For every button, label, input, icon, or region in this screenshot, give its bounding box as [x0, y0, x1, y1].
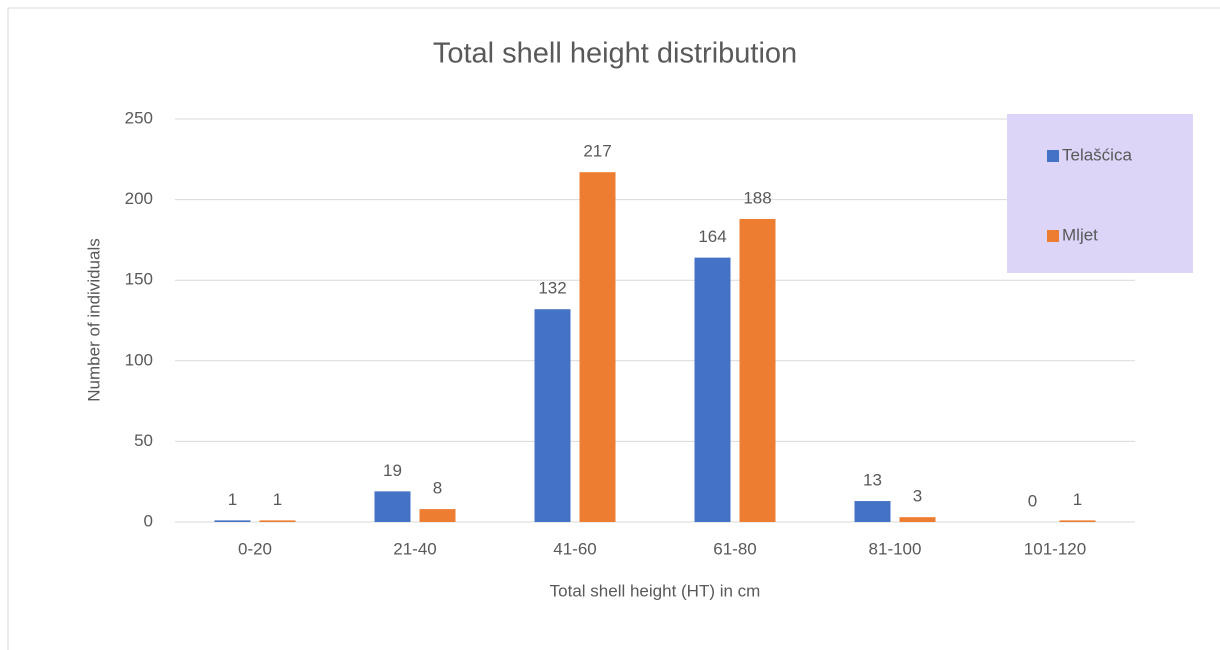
y-axis-title: Number of individuals: [84, 238, 103, 401]
data-label: 1: [1073, 490, 1082, 509]
bar: [739, 218, 776, 522]
data-label: 1: [273, 490, 282, 509]
bar: [419, 509, 456, 522]
x-tick-label: 101-120: [1024, 539, 1086, 558]
data-label: 8: [433, 479, 442, 498]
bar: [534, 309, 571, 522]
bar: [579, 172, 616, 523]
data-label: 132: [538, 279, 566, 298]
y-tick-label: 150: [125, 270, 153, 289]
y-tick-label: 200: [125, 189, 153, 208]
data-label: 188: [743, 188, 771, 207]
bar: [899, 517, 936, 522]
data-label: 19: [383, 461, 402, 480]
x-tick-label: 61-80: [713, 539, 756, 558]
data-label: 217: [583, 142, 611, 161]
chart-border: [7, 7, 1220, 650]
data-label: 3: [913, 487, 922, 506]
bar: [374, 491, 411, 522]
bar: [1059, 520, 1096, 522]
legend-swatch: [1047, 230, 1059, 242]
legend-box: [1007, 114, 1193, 273]
chart-title: Total shell height distribution: [433, 38, 797, 70]
bar: [259, 520, 296, 522]
legend-swatch: [1047, 150, 1059, 162]
bar: [214, 520, 251, 522]
legend-label: Mljet: [1062, 225, 1098, 244]
y-tick-label: 100: [125, 350, 153, 369]
y-tick-label: 0: [144, 511, 153, 530]
bar: [694, 257, 731, 522]
x-tick-label: 41-60: [553, 539, 596, 558]
x-tick-label: 0-20: [238, 539, 272, 558]
x-tick-label: 81-100: [869, 539, 922, 558]
bar: [854, 501, 891, 522]
data-label: 1: [228, 490, 237, 509]
data-label: 13: [863, 471, 882, 490]
x-axis-title: Total shell height (HT) in cm: [550, 581, 761, 600]
data-label: 0: [1028, 491, 1037, 510]
legend-label: Telašćica: [1062, 145, 1132, 164]
data-label: 164: [698, 227, 726, 246]
y-tick-label: 50: [134, 431, 153, 450]
y-tick-label: 250: [125, 108, 153, 127]
x-tick-label: 21-40: [393, 539, 436, 558]
